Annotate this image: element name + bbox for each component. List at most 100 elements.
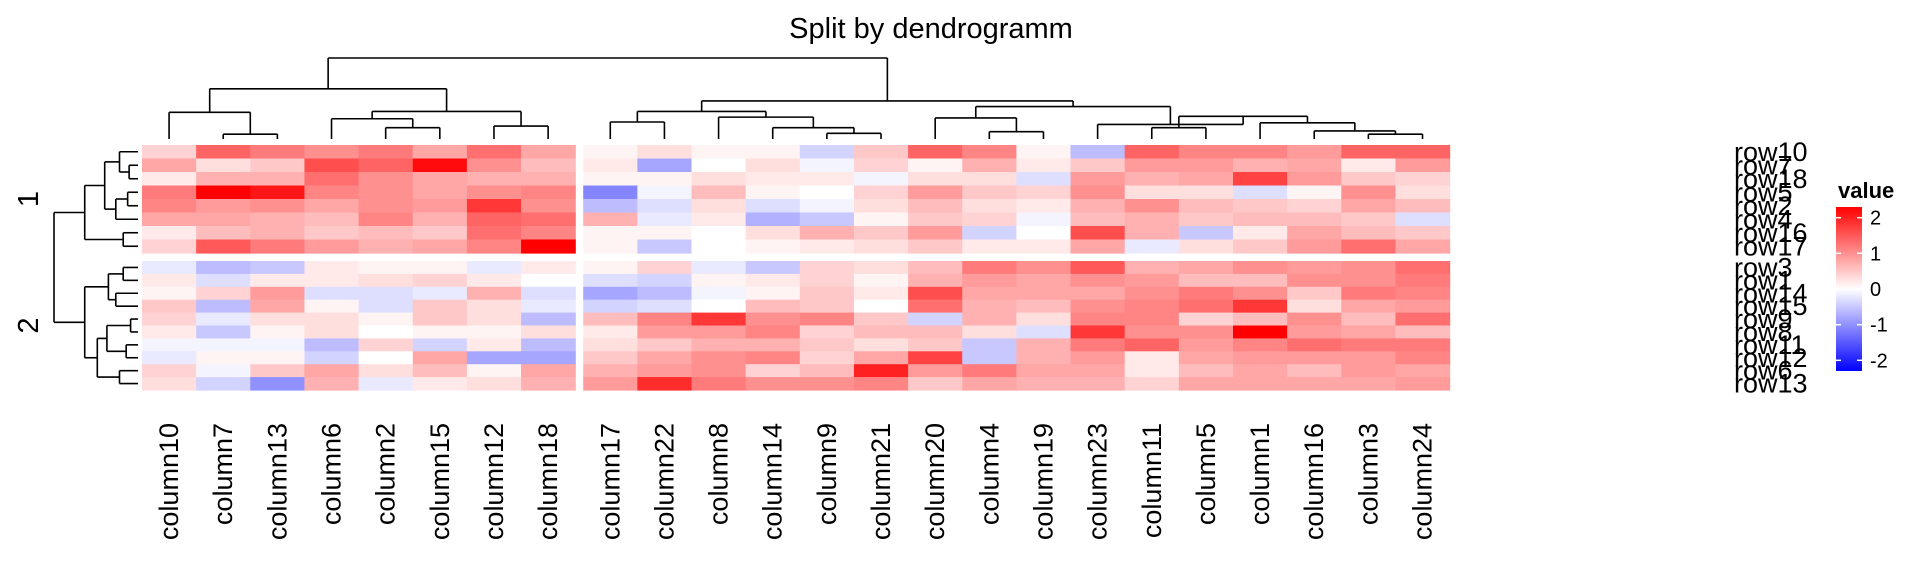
heatmap-cell	[1287, 261, 1342, 275]
heatmap-cell	[1070, 325, 1126, 339]
heatmap-cell	[1287, 185, 1342, 200]
heatmap-cell	[358, 261, 414, 275]
heatmap-cell	[853, 299, 909, 314]
heatmap-cell	[799, 172, 855, 187]
heatmap-cell	[1070, 212, 1126, 227]
heatmap-cell	[1178, 273, 1234, 288]
column-label: column5	[1191, 423, 1221, 525]
row-label: row9	[1734, 304, 1793, 334]
heatmap-cell	[466, 286, 522, 301]
heatmap-cell	[1287, 312, 1342, 327]
heatmap-cell	[799, 158, 855, 173]
heatmap-cell	[1016, 364, 1072, 378]
heatmap-cell	[1016, 172, 1072, 187]
heatmap-cell	[304, 199, 360, 214]
heatmap-cell	[1341, 199, 1397, 214]
heatmap-cell	[412, 286, 468, 301]
heatmap-cell	[1016, 377, 1072, 391]
column-label: column9	[812, 423, 842, 525]
heatmap-cell	[908, 364, 963, 378]
heatmap-cell	[1124, 226, 1180, 241]
heatmap-cell	[1178, 377, 1234, 391]
heatmap-cell	[1395, 158, 1451, 173]
heatmap-cell	[583, 351, 638, 365]
column-label: column6	[317, 423, 347, 525]
heatmap-cell	[250, 325, 306, 339]
heatmap-cell	[1178, 312, 1234, 327]
heatmap-cell	[1341, 299, 1397, 314]
heatmap-cell	[1178, 325, 1234, 339]
heatmap-cell	[1233, 273, 1288, 288]
heatmap-cell	[745, 239, 801, 254]
heatmap-cell	[304, 338, 360, 352]
heatmap-cell	[412, 261, 468, 275]
heatmap-cell	[142, 226, 197, 241]
heatmap-cell	[691, 172, 747, 187]
row-label: row6	[1734, 356, 1793, 386]
heatmap-cell	[142, 377, 197, 391]
heatmap-cell	[142, 364, 197, 378]
heatmap-cell	[853, 199, 909, 214]
heatmap-cell	[1287, 364, 1342, 378]
heatmap-cell	[691, 273, 747, 288]
heatmap-cell	[1233, 199, 1288, 214]
heatmap-cell	[358, 351, 414, 365]
heatmap-cell	[466, 351, 522, 365]
heatmap-cell	[142, 273, 197, 288]
heatmap-cell	[142, 261, 197, 275]
heatmap-cell	[1233, 351, 1288, 365]
heatmap-cell	[1395, 338, 1451, 352]
heatmap-cell	[1070, 185, 1126, 200]
heatmap-cell	[358, 273, 414, 288]
heatmap-cell	[1287, 226, 1342, 241]
heatmap-cell	[521, 351, 576, 365]
heatmap-cell	[799, 212, 855, 227]
heatmap-cell	[1124, 299, 1180, 314]
heatmap-cell	[691, 312, 747, 327]
heatmap-cell	[358, 299, 414, 314]
heatmap-cell	[1070, 239, 1126, 254]
heatmap-cell	[1287, 239, 1342, 254]
heatmap-cell	[412, 312, 468, 327]
heatmap-cell	[962, 351, 1017, 365]
heatmap-cell	[799, 185, 855, 200]
heatmap-cell	[1070, 145, 1126, 160]
heatmap-cell	[1178, 239, 1234, 254]
heatmap-cell	[304, 226, 360, 241]
heatmap-cell	[196, 158, 251, 173]
heatmap-cell	[142, 299, 197, 314]
heatmap-cell	[962, 312, 1017, 327]
heatmap-cell	[1341, 273, 1397, 288]
heatmap-cell	[853, 325, 909, 339]
heatmap-cell	[1395, 364, 1451, 378]
heatmap-cell	[1395, 312, 1451, 327]
heatmap-cell	[412, 212, 468, 227]
heatmap-cell	[250, 212, 306, 227]
heatmap-cell	[521, 239, 576, 254]
heatmap-cell	[358, 312, 414, 327]
heatmap-cell	[799, 299, 855, 314]
heatmap-cell	[853, 377, 909, 391]
heatmap-cell	[1178, 199, 1234, 214]
heatmap-cell	[1341, 226, 1397, 241]
heatmap-cell	[250, 377, 306, 391]
heatmap-cell	[962, 261, 1017, 275]
heatmap-cell	[304, 261, 360, 275]
heatmap-cell	[521, 199, 576, 214]
heatmap-cell	[196, 226, 251, 241]
heatmap-cell	[1341, 286, 1397, 301]
column-label: column4	[974, 423, 1004, 525]
heatmap-cell	[1341, 261, 1397, 275]
heatmap-cell	[745, 226, 801, 241]
heatmap-cell	[583, 212, 638, 227]
heatmap-cell	[745, 299, 801, 314]
heatmap-cell	[962, 172, 1017, 187]
heatmap-cell	[358, 145, 414, 160]
column-label: column24	[1408, 423, 1438, 540]
legend-tick-label: 1	[1870, 243, 1881, 265]
heatmap-cell	[1016, 273, 1072, 288]
heatmap-cell	[1341, 145, 1397, 160]
heatmap-cell	[1341, 377, 1397, 391]
heatmap-cell	[412, 325, 468, 339]
heatmap-cell	[304, 351, 360, 365]
